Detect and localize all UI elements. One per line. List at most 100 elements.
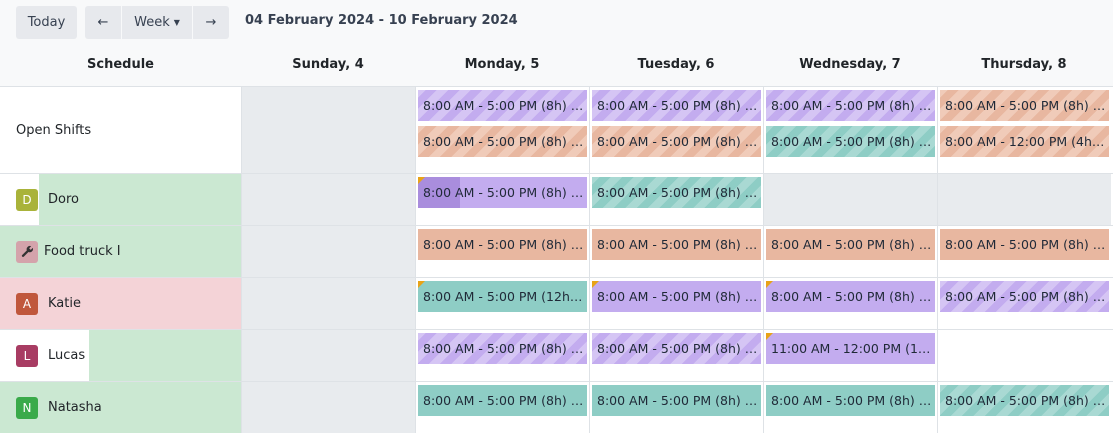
- resource-cell[interactable]: Food truck I: [0, 226, 241, 277]
- shift-block[interactable]: 8:00 AM - 5:00 PM (8h) …: [418, 126, 587, 157]
- shift-block[interactable]: 8:00 AM - 5:00 PM (8h) …: [592, 229, 761, 260]
- shift-block[interactable]: 8:00 AM - 5:00 PM (8h) …: [418, 333, 587, 364]
- workload-bar: [38, 174, 241, 225]
- day-cell[interactable]: [241, 87, 415, 173]
- schedule-row: A Katie 8:00 AM - 5:00 PM (12h… 8:00 AM - 5…: [0, 277, 1113, 329]
- schedule-row: L Lucas 8:00 AM - 5:00 PM (8h) … 8:00 AM - …: [0, 329, 1113, 381]
- resource-cell[interactable]: N Natasha: [0, 382, 241, 433]
- warning-corner-icon: [766, 333, 773, 340]
- day-cell[interactable]: [241, 330, 415, 381]
- shift-block[interactable]: 8:00 AM - 12:00 PM (4h…: [940, 126, 1109, 157]
- day-cell[interactable]: 8:00 AM - 5:00 PM (8h) … 8:00 AM - 5:00 P…: [763, 87, 937, 173]
- day-cell[interactable]: 8:00 AM - 5:00 PM (8h) …: [415, 226, 589, 277]
- shift-block[interactable]: 8:00 AM - 5:00 PM (8h) …: [940, 90, 1109, 121]
- resource-name: Lucas: [48, 348, 86, 363]
- shift-block[interactable]: 8:00 AM - 5:00 PM (8h) …: [766, 281, 935, 312]
- shift-block[interactable]: 8:00 AM - 5:00 PM (8h) …: [418, 385, 587, 416]
- header-row: Schedule Sunday, 4 Monday, 5 Tuesday, 6 …: [0, 42, 1113, 86]
- shift-label: 8:00 AM - 5:00 PM (8h) …: [423, 341, 584, 356]
- schedule-row: Food truck I 8:00 AM - 5:00 PM (8h) … 8:00…: [0, 225, 1113, 277]
- day-cell[interactable]: 8:00 AM - 5:00 PM (8h) …: [763, 382, 937, 433]
- day-cell[interactable]: 8:00 AM - 5:00 PM (8h) …: [937, 278, 1111, 329]
- day-cell[interactable]: 8:00 AM - 5:00 PM (8h) … 8:00 AM - 12:00 …: [937, 87, 1111, 173]
- day-cell[interactable]: 8:00 AM - 5:00 PM (8h) …: [415, 382, 589, 433]
- shift-block[interactable]: 8:00 AM - 5:00 PM (8h) …: [766, 229, 935, 260]
- day-cell[interactable]: 8:00 AM - 5:00 PM (8h) …: [763, 278, 937, 329]
- avatar: D: [16, 188, 38, 211]
- day-cell[interactable]: 8:00 AM - 5:00 PM (8h) …: [589, 226, 763, 277]
- shift-block[interactable]: 8:00 AM - 5:00 PM (8h) …: [592, 90, 761, 121]
- day-cell[interactable]: 8:00 AM - 5:00 PM (8h) …: [415, 174, 589, 225]
- day-cell[interactable]: 8:00 AM - 5:00 PM (8h) …: [589, 174, 763, 225]
- day-cell[interactable]: 8:00 AM - 5:00 PM (12h…: [415, 278, 589, 329]
- shift-block[interactable]: 8:00 AM - 5:00 PM (8h) …: [418, 177, 587, 208]
- shift-block[interactable]: 8:00 AM - 5:00 PM (8h) …: [766, 385, 935, 416]
- previous-button[interactable]: ←: [85, 6, 121, 39]
- shift-label: 8:00 AM - 5:00 PM (8h) …: [423, 393, 584, 408]
- resource-cell[interactable]: Open Shifts: [0, 87, 241, 173]
- header-day: Tuesday, 6: [637, 57, 715, 72]
- shift-label: 8:00 AM - 5:00 PM (8h) …: [423, 134, 584, 149]
- header-day: Monday, 5: [464, 57, 540, 72]
- day-cell[interactable]: 8:00 AM - 5:00 PM (8h) …: [937, 226, 1111, 277]
- day-cell[interactable]: [763, 174, 937, 225]
- header-schedule: Schedule: [87, 57, 154, 72]
- day-cell[interactable]: [937, 174, 1111, 225]
- shift-label: 8:00 AM - 5:00 PM (8h) …: [423, 98, 584, 113]
- day-cell[interactable]: [937, 330, 1111, 381]
- shift-label: 8:00 AM - 5:00 PM (8h) …: [771, 237, 932, 252]
- resource-cell[interactable]: A Katie: [0, 278, 241, 329]
- resource-name: Food truck I: [44, 244, 121, 259]
- header-day: Thursday, 8: [981, 57, 1067, 72]
- today-button[interactable]: Today: [16, 6, 77, 39]
- day-cell[interactable]: 8:00 AM - 5:00 PM (8h) …: [589, 330, 763, 381]
- scale-dropdown[interactable]: Week ▼: [122, 6, 192, 39]
- shift-block[interactable]: 8:00 AM - 5:00 PM (8h) …: [418, 90, 587, 121]
- workload-bar: [0, 382, 241, 433]
- shift-block[interactable]: 8:00 AM - 5:00 PM (8h) …: [766, 126, 935, 157]
- shift-label: 8:00 AM - 5:00 PM (8h) …: [945, 237, 1106, 252]
- shift-block[interactable]: 8:00 AM - 5:00 PM (8h) …: [766, 90, 935, 121]
- next-button[interactable]: →: [193, 6, 229, 39]
- shift-block[interactable]: 8:00 AM - 5:00 PM (8h) …: [940, 281, 1109, 312]
- day-cell[interactable]: 8:00 AM - 5:00 PM (8h) …: [589, 382, 763, 433]
- day-cell[interactable]: 11:00 AM - 12:00 PM (1…: [763, 330, 937, 381]
- avatar: L: [16, 344, 38, 367]
- shift-block[interactable]: 8:00 AM - 5:00 PM (8h) …: [940, 385, 1109, 416]
- day-cell[interactable]: [241, 278, 415, 329]
- day-cell[interactable]: 8:00 AM - 5:00 PM (8h) …: [415, 330, 589, 381]
- shift-block[interactable]: 8:00 AM - 5:00 PM (8h) …: [418, 229, 587, 260]
- day-cell[interactable]: 8:00 AM - 5:00 PM (8h) … 8:00 AM - 5:00 P…: [589, 87, 763, 173]
- shift-block[interactable]: 8:00 AM - 5:00 PM (8h) …: [940, 229, 1109, 260]
- day-cell[interactable]: 8:00 AM - 5:00 PM (8h) …: [589, 278, 763, 329]
- shift-block[interactable]: 8:00 AM - 5:00 PM (8h) …: [592, 385, 761, 416]
- shift-block[interactable]: 8:00 AM - 5:00 PM (8h) …: [592, 281, 761, 312]
- shift-progress: [418, 177, 461, 208]
- shift-block[interactable]: 8:00 AM - 5:00 PM (8h) …: [592, 177, 761, 208]
- resource-cell[interactable]: D Doro: [0, 174, 241, 225]
- shift-label: 8:00 AM - 5:00 PM (8h) …: [597, 98, 758, 113]
- shift-block[interactable]: 8:00 AM - 5:00 PM (12h…: [418, 281, 587, 312]
- shift-block[interactable]: 8:00 AM - 5:00 PM (8h) …: [592, 126, 761, 157]
- resource-name: Doro: [48, 192, 79, 207]
- avatar: A: [16, 292, 38, 315]
- warning-corner-icon: [592, 281, 599, 288]
- day-cell[interactable]: 8:00 AM - 5:00 PM (8h) … 8:00 AM - 5:00 P…: [415, 87, 589, 173]
- schedule-row: D Doro 8:00 AM - 5:00 PM (8h) … 8:00 AM - 5…: [0, 173, 1113, 225]
- resource-cell[interactable]: L Lucas: [0, 330, 241, 381]
- shift-block[interactable]: 8:00 AM - 5:00 PM (8h) …: [592, 333, 761, 364]
- day-cell[interactable]: [241, 226, 415, 277]
- day-cell[interactable]: [241, 382, 415, 433]
- resource-name: Natasha: [48, 400, 102, 415]
- shift-label: 8:00 AM - 5:00 PM (8h) …: [423, 185, 584, 200]
- shift-label: 8:00 AM - 5:00 PM (8h) …: [597, 393, 758, 408]
- shift-block[interactable]: 11:00 AM - 12:00 PM (1…: [766, 333, 935, 364]
- shift-label: 8:00 AM - 5:00 PM (8h) …: [597, 341, 758, 356]
- resource-name: Katie: [48, 296, 81, 311]
- day-cell[interactable]: 8:00 AM - 5:00 PM (8h) …: [937, 382, 1111, 433]
- workload-bar: [89, 330, 241, 381]
- warning-corner-icon: [418, 281, 425, 288]
- day-cell[interactable]: [241, 174, 415, 225]
- day-cell[interactable]: 8:00 AM - 5:00 PM (8h) …: [763, 226, 937, 277]
- shift-label: 8:00 AM - 5:00 PM (8h) …: [597, 185, 758, 200]
